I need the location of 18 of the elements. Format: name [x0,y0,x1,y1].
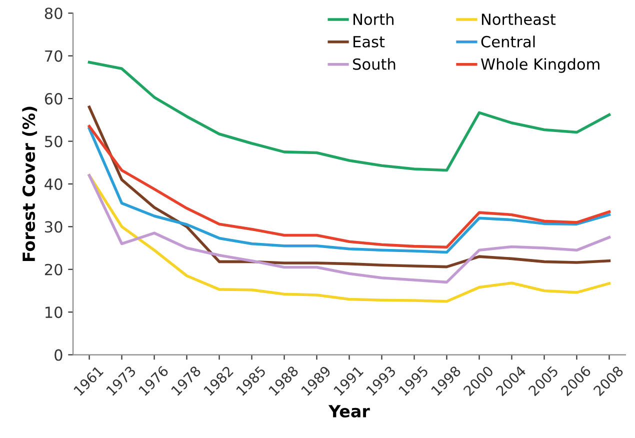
y-tick-label: 80 [44,8,62,20]
y-tick-label: 40 [44,178,62,190]
line-series [88,106,611,268]
y-tick-label: 60 [44,93,62,105]
legend-label: North [354,13,394,26]
legend-label: Whole Kingdom [480,58,600,73]
x-axis-title: Year [328,405,370,418]
legend-label: South [353,58,396,70]
y-tick-label: 50 [45,136,62,148]
y-tick-label: 0 [54,349,62,361]
y-tick-label: 10 [46,306,62,318]
y-axis-title: Forest Cover (%) [22,106,38,262]
legend-label: East [354,36,385,48]
y-tick-label: 20 [44,264,62,276]
legend-label: Central [481,36,535,48]
legend-label: Northeast [482,13,556,26]
y-tick-label: 70 [45,50,62,62]
y-tick-label: 30 [45,221,62,233]
